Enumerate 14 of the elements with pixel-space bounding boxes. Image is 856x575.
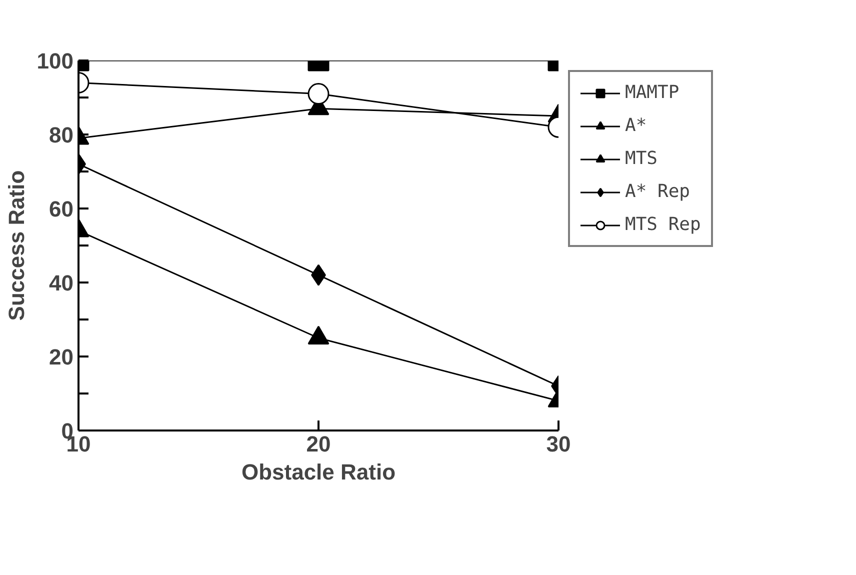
y-tick-label: 60 xyxy=(49,196,74,222)
x-tick-label: 20 xyxy=(306,432,331,456)
legend-label: MTS Rep xyxy=(625,214,701,235)
legend-label: A* xyxy=(625,115,647,136)
legend-label: MAMTP xyxy=(625,82,680,103)
y-tick-label: 100 xyxy=(36,48,74,74)
y-tick-label: 80 xyxy=(49,122,74,148)
y-tick-label: 40 xyxy=(49,270,74,296)
legend-label: MTS xyxy=(625,148,658,169)
x-axis-title: Obstacle Ratio xyxy=(241,460,396,484)
y-tick-label: 20 xyxy=(49,344,74,370)
legend-label: A* Rep xyxy=(625,181,690,202)
x-tick-label: 30 xyxy=(546,432,571,456)
y-axis-title: Success Ratio xyxy=(4,170,29,321)
